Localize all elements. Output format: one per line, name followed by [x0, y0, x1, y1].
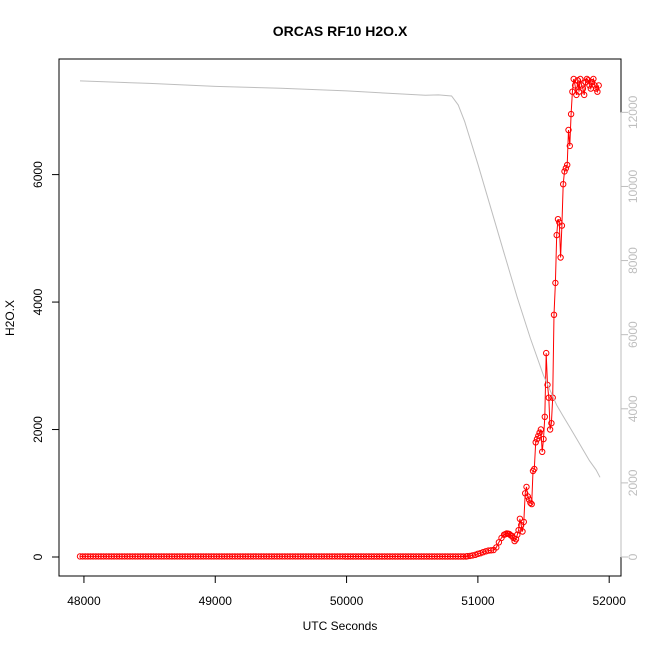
h2o-data-point: [541, 413, 548, 420]
h2o-data-point: [487, 547, 495, 554]
y-tick-label: 0: [31, 553, 45, 560]
h2o-data-point: [523, 483, 530, 491]
h2o-data-point: [532, 439, 539, 446]
h2o-data-point: [567, 110, 575, 118]
h2o-data-point: [565, 126, 572, 134]
h2o-data-point: [579, 85, 587, 92]
h2o-data-point: [557, 254, 564, 261]
h2o-data-point: [560, 181, 567, 188]
y2-tick-label: 8000: [626, 247, 640, 274]
h2o-data-point: [564, 161, 571, 169]
y2-tick-label: 10000: [626, 169, 640, 203]
h2o-data-point: [581, 91, 588, 99]
h2o-data-point: [493, 544, 500, 551]
h2o-data-point: [544, 381, 551, 389]
h2o-data-point: [562, 165, 570, 172]
h2o-data-point: [550, 311, 558, 318]
y-axis-label: H2O.X: [3, 300, 17, 336]
h2o-data-point: [531, 465, 538, 473]
h2o-data-point: [575, 88, 583, 95]
h2o-data-point: [533, 435, 541, 443]
h2o-data-point: [545, 394, 552, 401]
h2o-data-point: [590, 75, 597, 83]
y-axis: 0 2000 4000 6000: [31, 161, 60, 560]
h2o-data-point: [527, 499, 534, 506]
plot-frame: [58, 58, 622, 577]
h2o-data-point: [577, 75, 584, 83]
h2o-data-point: [594, 88, 601, 95]
h2o-data-point: [595, 82, 602, 89]
series-layer: [76, 75, 602, 560]
h2o-data-point: [583, 75, 591, 83]
y2-axis: 0 2000 4000 6000 8000 10000 12000: [620, 95, 640, 560]
h2o-data-point: [528, 500, 535, 508]
h2o-data-point: [535, 432, 542, 440]
chart-title: ORCAS RF10 H2O.X: [273, 23, 408, 39]
h2o-data-point: [570, 75, 577, 83]
h2o-data-point: [543, 349, 550, 357]
y-tick-label: 2000: [31, 416, 45, 443]
x-tick-label: 48000: [67, 594, 101, 608]
right-axis-series-line: [79, 80, 601, 478]
x-tick-label: 49000: [199, 594, 233, 608]
h2o-data-point: [578, 82, 585, 89]
h2o-data-point: [569, 88, 576, 95]
x-axis: 48000 49000 50000 51000 52000: [67, 575, 627, 608]
h2o-data-point: [553, 231, 560, 239]
h2o-data-point: [591, 82, 598, 89]
h2o-data-point: [537, 426, 545, 433]
h2o-data-point: [460, 553, 467, 560]
h2o-data-point: [554, 216, 562, 223]
h2o-data-point: [548, 420, 555, 427]
y2-tick-label: 0: [626, 553, 640, 560]
h2o-data-point: [571, 82, 579, 89]
x-axis-label: UTC Seconds: [303, 619, 378, 633]
x-tick-label: 51000: [461, 594, 495, 608]
h2o-data-point: [540, 435, 547, 443]
h2o-data-point: [519, 528, 526, 535]
y2-tick-label: 6000: [626, 321, 640, 348]
h2o-data-point: [561, 168, 568, 175]
y2-tick-label: 2000: [626, 469, 640, 496]
y-tick-label: 4000: [31, 288, 45, 315]
h2o-data-point: [558, 222, 566, 229]
y2-tick-label: 4000: [626, 395, 640, 422]
h2o-data-point: [512, 536, 520, 543]
h2o-data-point: [546, 426, 554, 433]
h2o-data-point: [552, 279, 559, 287]
h2o-data-point: [520, 518, 527, 526]
h2o-data-point: [515, 527, 522, 534]
h2o-series-line: [80, 77, 600, 557]
h2o-data-point: [516, 515, 524, 522]
x-tick-label: 50000: [330, 594, 364, 608]
h2o-data-point: [539, 448, 546, 455]
h2o-data-point: [524, 493, 531, 500]
h2o-data-point: [566, 142, 573, 150]
y2-tick-label: 12000: [626, 95, 640, 129]
x-tick-label: 52000: [593, 594, 627, 608]
h2o-data-point: [536, 429, 543, 436]
h2o-data-point: [511, 537, 518, 545]
h2o-data-point: [514, 531, 521, 538]
y-tick-label: 6000: [31, 161, 45, 188]
